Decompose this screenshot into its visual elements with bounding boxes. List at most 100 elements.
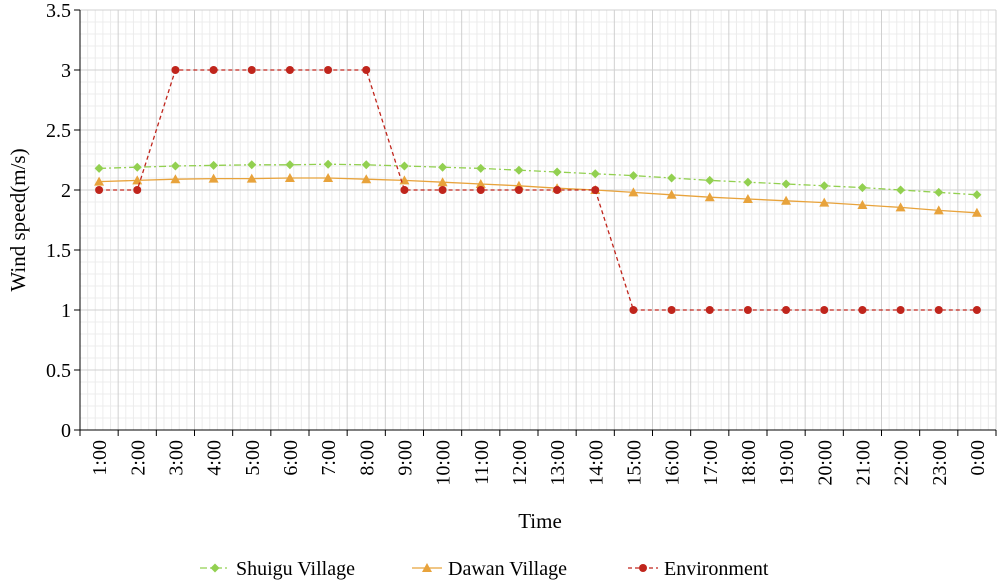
legend-label: Shuigu Village: [236, 558, 355, 580]
x-tick-label: 15:00: [623, 440, 645, 486]
data-point: [819, 181, 829, 191]
data-point: [628, 171, 638, 181]
x-tick-label: 13:00: [547, 440, 569, 486]
data-point: [705, 175, 715, 185]
data-point: [362, 66, 371, 74]
data-point: [591, 186, 600, 194]
data-point: [971, 207, 982, 217]
data-point: [323, 173, 334, 182]
x-tick-label: 5:00: [242, 440, 264, 476]
data-point: [934, 306, 943, 314]
data-point: [781, 179, 791, 189]
data-point: [552, 167, 562, 177]
data-point: [132, 175, 143, 185]
legend-marker: [422, 563, 432, 572]
data-point: [514, 186, 523, 194]
data-point: [95, 186, 104, 194]
legend-marker: [639, 564, 647, 572]
data-point: [819, 197, 830, 207]
y-axis-title: Wind speed(m/s): [6, 148, 30, 291]
data-point: [209, 160, 219, 170]
data-point: [170, 161, 180, 171]
data-point: [438, 186, 447, 194]
x-tick-label: 10:00: [433, 440, 455, 486]
legend-marker: [210, 563, 220, 573]
legend-item: Dawan Village: [412, 558, 567, 580]
data-point: [247, 66, 256, 74]
data-point: [94, 163, 104, 173]
x-tick-label: 14:00: [585, 440, 607, 486]
data-point: [132, 162, 142, 172]
data-point: [399, 161, 409, 171]
data-point: [704, 192, 715, 202]
data-point: [475, 179, 486, 188]
data-point: [209, 66, 218, 74]
series-line: [99, 177, 977, 214]
y-tick-label: 1.5: [46, 240, 71, 262]
series-dawan-village: [94, 173, 982, 217]
y-tick-label: 0: [61, 420, 71, 442]
data-point: [820, 306, 829, 314]
data-point: [476, 163, 486, 173]
x-tick-label: 2:00: [127, 440, 149, 476]
x-tick-label: 8:00: [356, 440, 378, 476]
series-line: [99, 163, 977, 196]
data-point: [782, 306, 791, 314]
data-point: [361, 160, 371, 170]
y-tick-labels: 0 0.5 1 1.5 2 2.5 3 3.5: [46, 0, 71, 442]
legend-label: Dawan Village: [448, 558, 567, 580]
series-line: [99, 69, 977, 311]
data-point: [208, 173, 219, 183]
x-tick-label: 17:00: [700, 440, 722, 486]
data-point: [324, 66, 333, 74]
data-point: [934, 187, 944, 197]
data-point: [171, 66, 180, 74]
data-point: [667, 173, 677, 183]
x-tick-label: 11:00: [471, 440, 493, 485]
x-tick-label: 20:00: [814, 440, 836, 486]
data-point: [895, 202, 906, 212]
data-point: [628, 187, 639, 197]
series-group: [94, 66, 982, 314]
data-point: [133, 186, 142, 194]
data-point: [743, 177, 753, 187]
y-tick-label: 3.5: [46, 0, 71, 22]
data-point: [285, 160, 295, 170]
data-point: [437, 177, 448, 187]
legend-label: Environment: [664, 558, 769, 580]
legend-item: Shuigu Village: [200, 558, 355, 580]
data-point: [742, 194, 753, 203]
data-point: [743, 306, 752, 314]
data-point: [896, 185, 906, 195]
data-point: [629, 306, 638, 314]
x-axis-title: Time: [518, 509, 562, 533]
data-point: [590, 169, 600, 179]
x-tick-label: 6:00: [280, 440, 302, 476]
x-tick-labels: 1:00 2:00 3:00 4:00 5:00 6:00 7:00 8:00 9:00 10:0…: [89, 440, 989, 486]
data-point: [896, 306, 905, 314]
data-point: [857, 183, 867, 193]
data-point: [514, 165, 524, 175]
data-point: [400, 186, 409, 194]
y-tick-label: 0.5: [46, 360, 71, 382]
major-gridlines: [80, 9, 997, 430]
legend-item: Environment: [628, 558, 769, 580]
data-point: [247, 160, 257, 170]
data-point: [972, 306, 981, 314]
axes: [74, 9, 997, 436]
series-shuigu-village: [94, 159, 982, 200]
data-point: [323, 159, 333, 169]
x-tick-label: 16:00: [662, 440, 684, 486]
x-tick-label: 3:00: [165, 440, 187, 476]
data-point: [94, 176, 105, 186]
x-tick-label: 22:00: [891, 440, 913, 486]
x-tick-label: 18:00: [738, 440, 760, 486]
data-point: [170, 174, 181, 184]
data-point: [858, 306, 867, 314]
x-tick-label: 21:00: [852, 440, 874, 486]
x-tick-label: 1:00: [89, 440, 111, 476]
x-tick-label: 19:00: [776, 440, 798, 486]
data-point: [857, 200, 868, 209]
x-tick-label: 9:00: [394, 440, 416, 476]
